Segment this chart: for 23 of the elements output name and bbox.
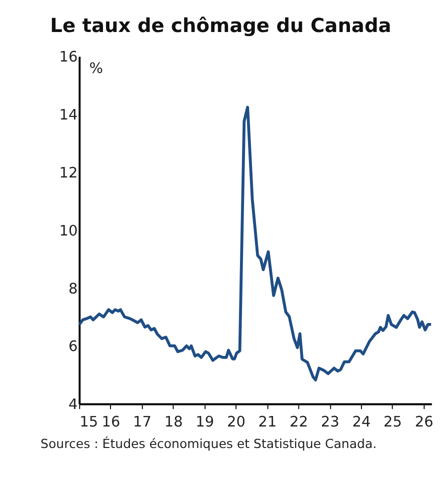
line-series: [79, 106, 432, 382]
y-tick-label: 16: [59, 50, 78, 66]
source-note: Sources : Études économiques et Statistique Canada.: [40, 436, 377, 452]
y-tick-label: 14: [59, 108, 78, 124]
chart-title: Le taux de chômage du Canada: [50, 14, 392, 38]
x-tick-label: 23: [320, 414, 340, 430]
y-tick-label: 6: [68, 339, 78, 356]
y-tick-label: 10: [59, 223, 78, 240]
y-axis-title: %: [89, 61, 104, 78]
x-tick-label: 18: [164, 414, 183, 430]
x-tick-label: 26: [414, 414, 434, 430]
x-tick-label: 20: [226, 414, 246, 430]
y-tick-label: 12: [59, 165, 78, 182]
x-tick-label: 15: [80, 414, 98, 430]
x-tick-label: 22: [290, 414, 308, 430]
x-tick-label: 16: [102, 414, 120, 430]
y-tick-label: 4: [68, 397, 78, 414]
y-tick-label: 8: [68, 281, 78, 298]
x-tick-label: 25: [384, 414, 402, 430]
x-tick-label: 19: [196, 414, 214, 430]
x-tick-label: 21: [258, 414, 277, 430]
x-tick-label: 24: [352, 414, 371, 430]
x-tick-label: 17: [133, 414, 152, 430]
